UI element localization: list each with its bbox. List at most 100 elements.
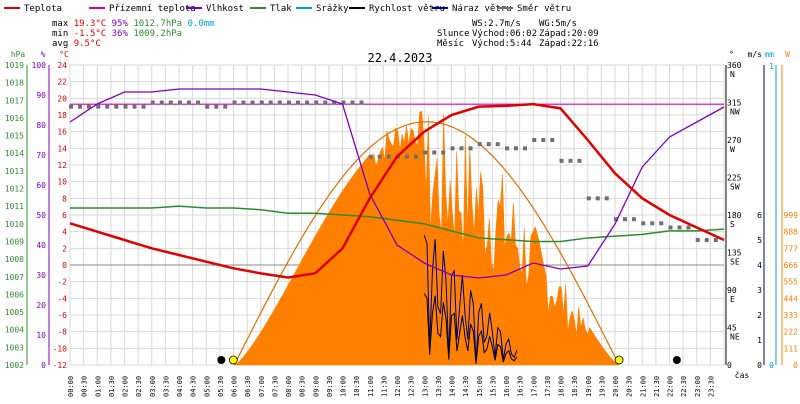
time-tick: 19:30 <box>598 376 606 397</box>
time-tick: 19:00 <box>585 376 593 397</box>
direction-tick: 0 <box>727 361 732 370</box>
temp-tick: -10 <box>53 344 68 353</box>
direction-tick: 135 <box>727 249 742 258</box>
temp-tick: 0 <box>62 261 67 270</box>
direction-tick-dir: SE <box>730 258 740 267</box>
wind-direction-marker <box>78 104 82 109</box>
avg-temp: 9.5°C <box>74 39 101 49</box>
time-tick: 01:30 <box>108 376 116 397</box>
time-tick: 17:30 <box>544 376 552 397</box>
moonset-marker <box>672 356 681 364</box>
humidity-line <box>69 88 725 279</box>
temp-tick: 10 <box>57 178 67 187</box>
wind-wg: WG:5m/s <box>539 19 577 29</box>
min-press: 1009.2hPa <box>133 29 182 39</box>
min-label: min <box>52 29 68 39</box>
wind-direction-marker <box>459 146 464 151</box>
legend-label: Směr větru <box>517 4 571 14</box>
rain-tick: 1 <box>769 62 774 71</box>
pressure-tick: 1004 <box>5 326 24 335</box>
temp-tick: 14 <box>57 144 67 153</box>
time-tick: 00:30 <box>81 376 89 397</box>
time-tick: 09:30 <box>326 376 334 397</box>
time-tick: 09:00 <box>312 376 320 397</box>
wind-direction-marker <box>377 154 382 159</box>
humidity-tick: 90 <box>36 91 46 100</box>
time-tick: 23:00 <box>694 376 702 397</box>
wind-direction-marker <box>350 100 355 105</box>
solar-tick: 333 <box>784 311 799 320</box>
direction-tick-dir: W <box>730 145 735 154</box>
direction-tick-dir: NW <box>730 108 740 117</box>
legend-label: Teplota <box>24 4 62 14</box>
chart-title: 22.4.2023 <box>367 51 432 65</box>
pressure-line <box>70 205 725 243</box>
pressure-tick: 1002 <box>5 361 24 370</box>
wind-direction-marker <box>423 150 428 155</box>
wind-direction-marker <box>87 104 91 109</box>
pressure-tick: 1012 <box>5 185 24 194</box>
solar-tick: 555 <box>784 278 799 287</box>
wind-direction-marker <box>695 238 700 242</box>
direction-tick-dir: SW <box>730 183 740 192</box>
wind-ws: WS:2.7m/s <box>472 19 521 29</box>
wind-direction-marker <box>359 100 364 105</box>
wind-direction-marker <box>196 100 200 105</box>
humidity-tick: 80 <box>36 121 46 130</box>
time-tick: 05:00 <box>203 376 211 397</box>
temp-tick: 24 <box>57 61 67 70</box>
time-tick: 08:30 <box>299 376 307 397</box>
pressure-tick: 1003 <box>5 343 24 352</box>
time-tick: 11:00 <box>367 376 375 397</box>
time-tick: 21:00 <box>639 376 647 397</box>
wind-direction-marker <box>550 138 555 142</box>
temp-tick: 8 <box>62 194 67 203</box>
wind-direction-marker <box>641 221 646 226</box>
humidity-axis-unit: % <box>41 50 46 59</box>
direction-tick: 270 <box>727 136 742 145</box>
pressure-tick: 1015 <box>5 132 24 141</box>
pressure-tick: 1014 <box>5 149 24 158</box>
rain-axis-unit: mm <box>764 50 774 59</box>
wind-tick: 4 <box>757 261 762 270</box>
temp-tick: -2 <box>57 278 67 287</box>
wind-tick: 1 <box>757 336 762 345</box>
time-tick: 10:00 <box>340 376 348 397</box>
time-tick: 03:00 <box>149 376 157 397</box>
wind-direction-marker <box>132 104 137 109</box>
wind-direction-marker <box>568 158 573 163</box>
wind-direction-marker <box>96 104 101 109</box>
direction-tick: 90 <box>727 286 737 295</box>
wind-direction-marker <box>159 100 164 105</box>
time-tick: 05:30 <box>217 376 225 397</box>
wind-direction-marker <box>713 238 718 242</box>
time-tick: 14:00 <box>449 376 457 397</box>
avg-label: avg <box>52 39 68 49</box>
wind-direction-marker <box>468 146 473 151</box>
max-hum: 95% <box>112 19 129 29</box>
max-label: max <box>52 19 69 29</box>
wind-direction-marker <box>168 100 173 105</box>
time-tick: 23:30 <box>707 376 715 397</box>
wind-direction-marker <box>178 100 182 105</box>
axes: hPa% °C ° m/s mm Wčas101910181017101610151014… <box>5 50 798 397</box>
moon-set: Západ:22:16 <box>539 39 599 49</box>
direction-axis-unit: ° <box>729 50 734 59</box>
pressure-tick: 1011 <box>5 202 24 211</box>
direction-tick-dir: N <box>730 70 735 79</box>
humidity-tick: 10 <box>36 331 46 340</box>
sunrise-marker <box>228 355 238 365</box>
time-tick: 04:00 <box>176 376 184 397</box>
wind-direction-marker <box>105 104 110 109</box>
min-hum: 36% <box>112 29 129 39</box>
wind-tick: 0 <box>757 361 762 370</box>
time-tick: 18:30 <box>571 376 579 397</box>
wind-direction-marker <box>214 104 219 109</box>
wind-sun-moon-block: WS:2.7m/s WG:5m/s Slunce Východ:06:02 Zá… <box>437 19 599 49</box>
humidity-tick: 60 <box>36 181 46 190</box>
line-series <box>69 88 725 365</box>
wind-direction-marker <box>604 196 609 201</box>
time-tick: 01:00 <box>94 376 102 397</box>
temperature-line <box>69 102 725 279</box>
